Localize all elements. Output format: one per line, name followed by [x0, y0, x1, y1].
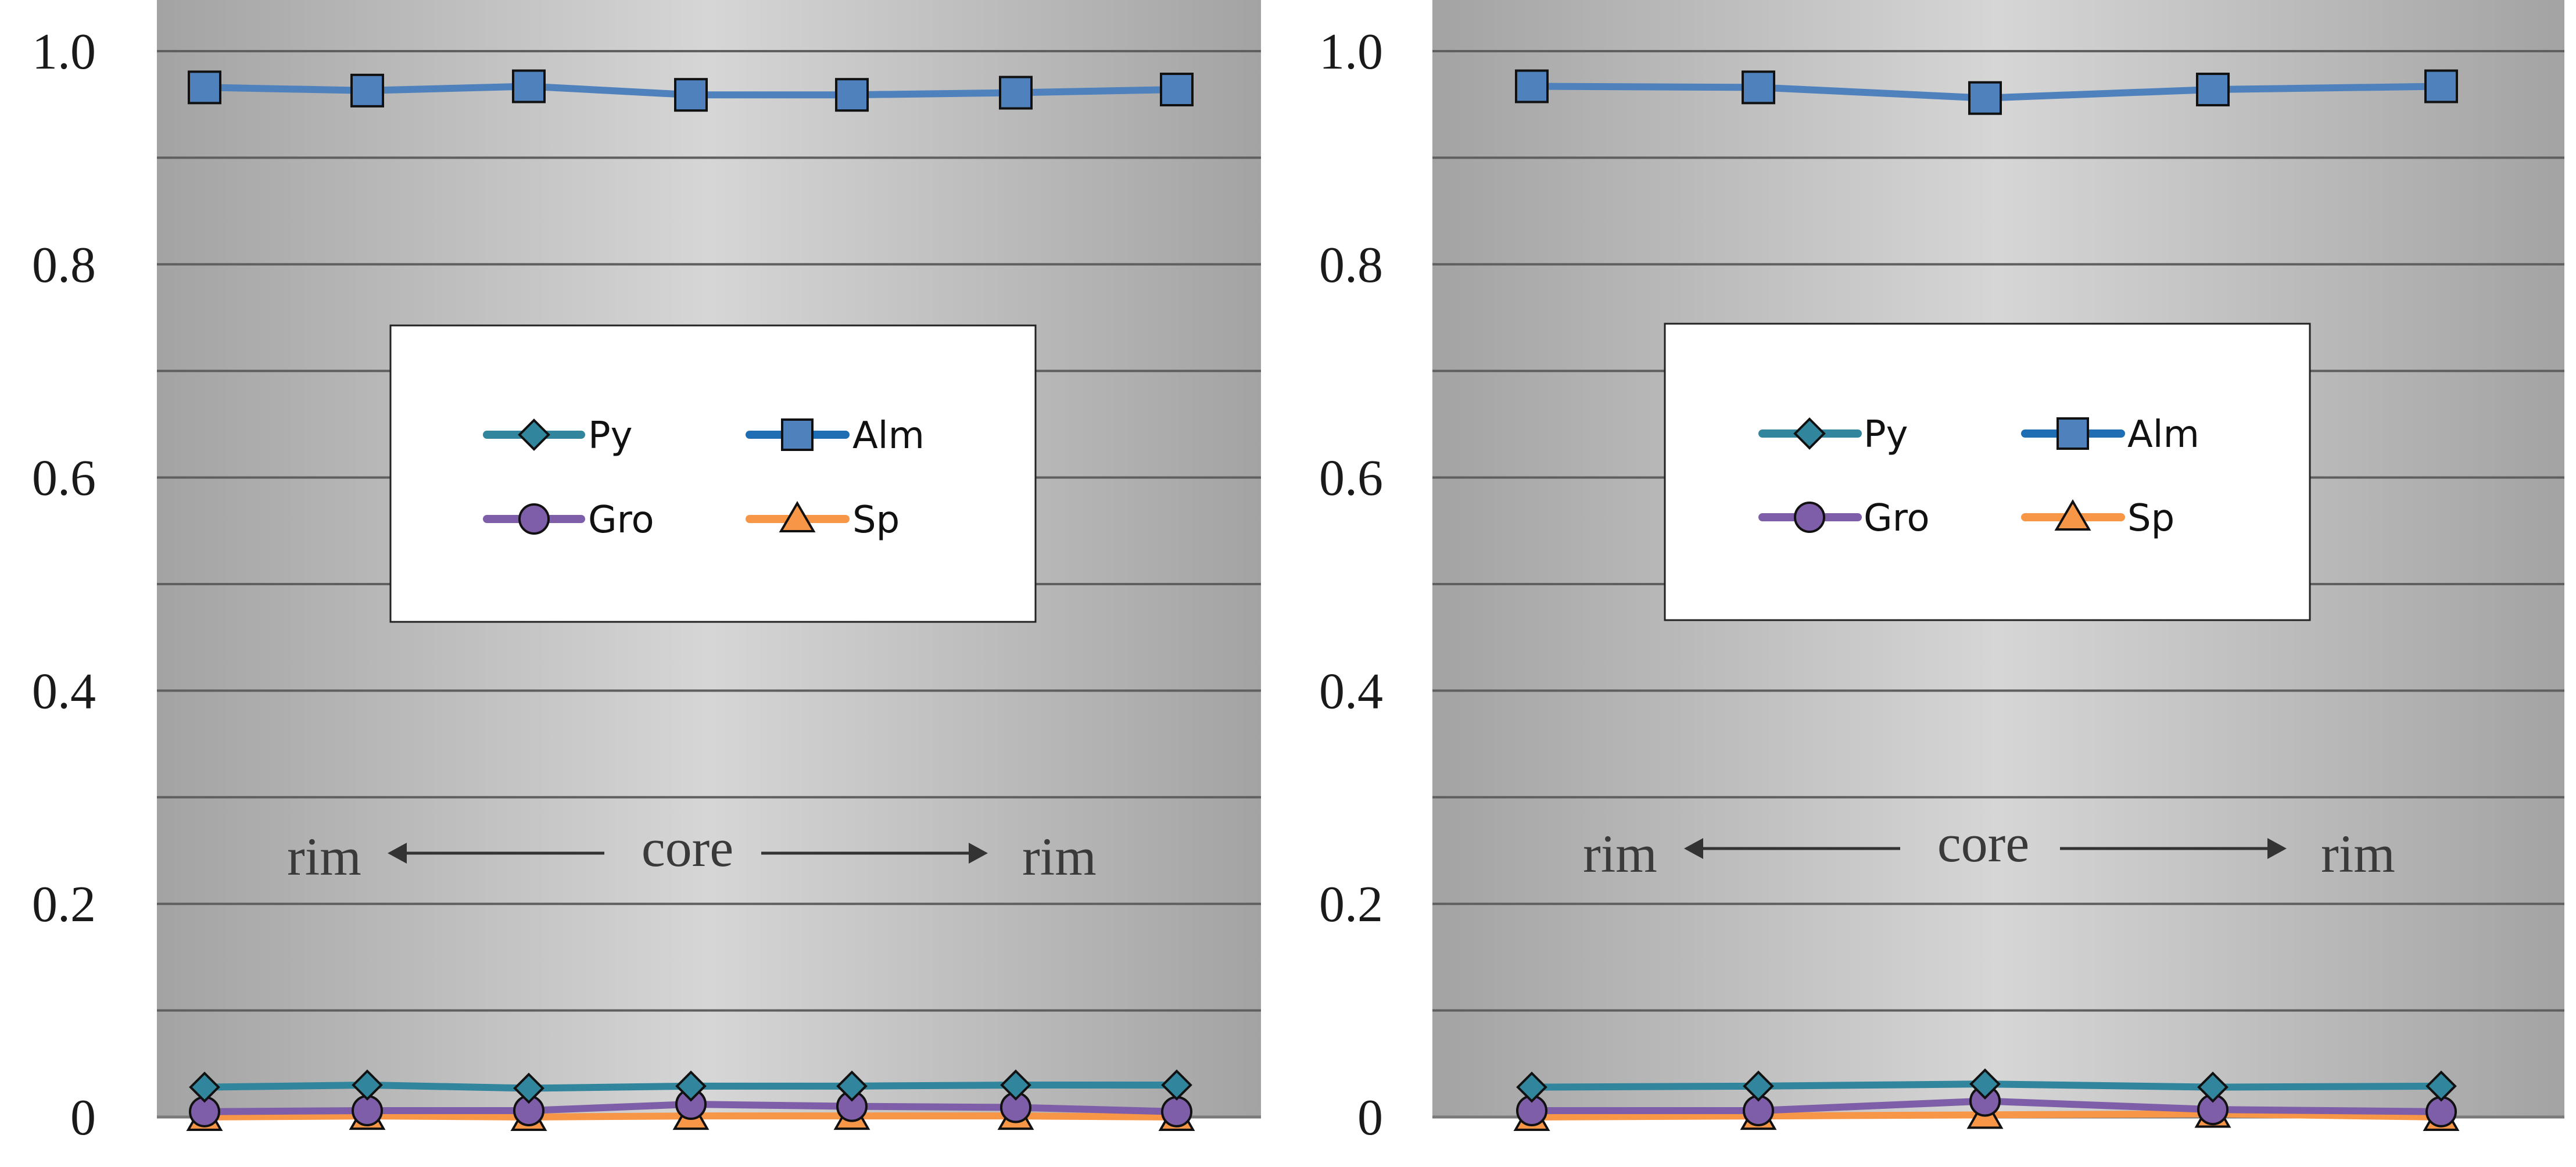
y-tick-label: 0.2: [32, 876, 96, 933]
y-tick-labels-left: 0 0.2 0.4 0.6 0.8 1.0: [32, 24, 96, 1146]
square-marker-icon: [781, 418, 814, 451]
data-point-alm: [188, 70, 221, 105]
y-tick-label: 0: [1357, 1090, 1383, 1146]
diamond-marker-icon: [1793, 417, 1826, 450]
annotation-rim-right: rim: [2321, 824, 2395, 883]
data-point-alm: [999, 76, 1033, 110]
data-point-alm: [1160, 73, 1194, 107]
diamond-marker-icon: [518, 418, 550, 451]
chart-left: 0 0.2 0.4 0.6 0.8 1.0 Py Alm Gro Sp: [32, 0, 1261, 1146]
data-point-py: [675, 1070, 707, 1102]
y-tick-label: 0.4: [32, 663, 96, 719]
data-point-py: [1161, 1069, 1192, 1101]
square-marker-icon: [2056, 417, 2089, 450]
data-point-py: [1969, 1068, 2001, 1100]
data-point-py: [189, 1071, 220, 1103]
data-point-alm: [2196, 73, 2230, 107]
annotation-rim-left: rim: [1583, 824, 1657, 883]
legend-entry-alm: Alm: [2021, 413, 2199, 456]
legend-box-left: [389, 324, 1037, 623]
data-point-py: [1743, 1070, 1774, 1102]
series-markers-left: [186, 69, 1195, 1131]
annotation-right: rim core rim: [1583, 814, 2395, 883]
data-point-alm: [1515, 69, 1549, 103]
y-tick-label: 0.6: [1319, 450, 1383, 507]
data-point-alm: [2424, 69, 2458, 103]
arrowhead-left-icon: [1684, 838, 1703, 859]
y-tick-label: 0.8: [1319, 237, 1383, 293]
data-point-py: [2425, 1070, 2457, 1102]
legend-entry-sp: Sp: [746, 499, 900, 542]
data-point-py: [1516, 1071, 1547, 1103]
legend-label-sp: Sp: [852, 499, 900, 542]
circle-marker-icon: [518, 503, 550, 535]
legend-label-alm: Alm: [2127, 413, 2199, 456]
legend-entry-alm: Alm: [746, 414, 925, 457]
annotation-rim-left: rim: [287, 827, 361, 886]
data-point-alm: [674, 78, 708, 112]
y-tick-label: 1.0: [1319, 24, 1383, 80]
legend-label-gro: Gro: [588, 499, 654, 542]
y-tick-label: 0.4: [1319, 663, 1383, 719]
legend-label-py: Py: [1864, 413, 1908, 456]
triangle-marker-icon: [2054, 499, 2091, 531]
legend-left: Py Alm Gro Sp: [389, 324, 1037, 623]
arrowhead-left-icon: [388, 843, 407, 864]
legend-label-alm: Alm: [852, 414, 925, 457]
y-tick-label: 0.2: [1319, 876, 1383, 933]
data-point-alm: [1968, 81, 2002, 115]
legend-box-right: [1664, 323, 2311, 621]
legend-label-gro: Gro: [1864, 497, 1930, 540]
data-point-py: [836, 1070, 868, 1102]
y-tick-label: 0: [70, 1090, 96, 1146]
data-point-alm: [512, 69, 546, 103]
legend-label-py: Py: [588, 414, 632, 457]
annotation-core: core: [1937, 814, 2029, 873]
legend-entry-gro: Gro: [1758, 497, 1930, 540]
data-point-py: [1000, 1069, 1031, 1101]
y-tick-label: 0.8: [32, 237, 96, 293]
circle-marker-icon: [1794, 502, 1825, 533]
legend-right: Py Alm Gro Sp: [1664, 323, 2311, 621]
chart-right: 0 0.2 0.4 0.6 0.8 1.0 Py Alm Gro Sp: [1319, 0, 2564, 1146]
legend-label-sp: Sp: [2127, 497, 2174, 540]
data-point-alm: [835, 78, 869, 112]
y-tick-label: 1.0: [32, 24, 96, 80]
data-point-alm: [1742, 70, 1775, 105]
y-tick-labels-right: 0 0.2 0.4 0.6 0.8 1.0: [1319, 24, 1383, 1146]
legend-entry-py: Py: [1758, 413, 1908, 456]
arrowhead-right-icon: [2267, 838, 2287, 859]
legend-entry-gro: Gro: [483, 499, 654, 542]
triangle-marker-icon: [779, 501, 816, 532]
data-point-alm: [350, 73, 384, 108]
legend-entry-sp: Sp: [2021, 497, 2174, 540]
data-point-py: [513, 1072, 544, 1104]
legend-entry-py: Py: [483, 414, 632, 457]
annotation-core: core: [642, 818, 733, 878]
data-point-py: [352, 1069, 383, 1101]
y-tick-label: 0.6: [32, 450, 96, 507]
data-point-py: [2197, 1071, 2229, 1103]
series-markers-right: [1513, 69, 2460, 1131]
arrowhead-right-icon: [969, 843, 988, 864]
annotation-rim-right: rim: [1022, 827, 1097, 886]
annotation-left: rim core rim: [287, 818, 1097, 886]
data-point-gro: [1161, 1096, 1192, 1127]
